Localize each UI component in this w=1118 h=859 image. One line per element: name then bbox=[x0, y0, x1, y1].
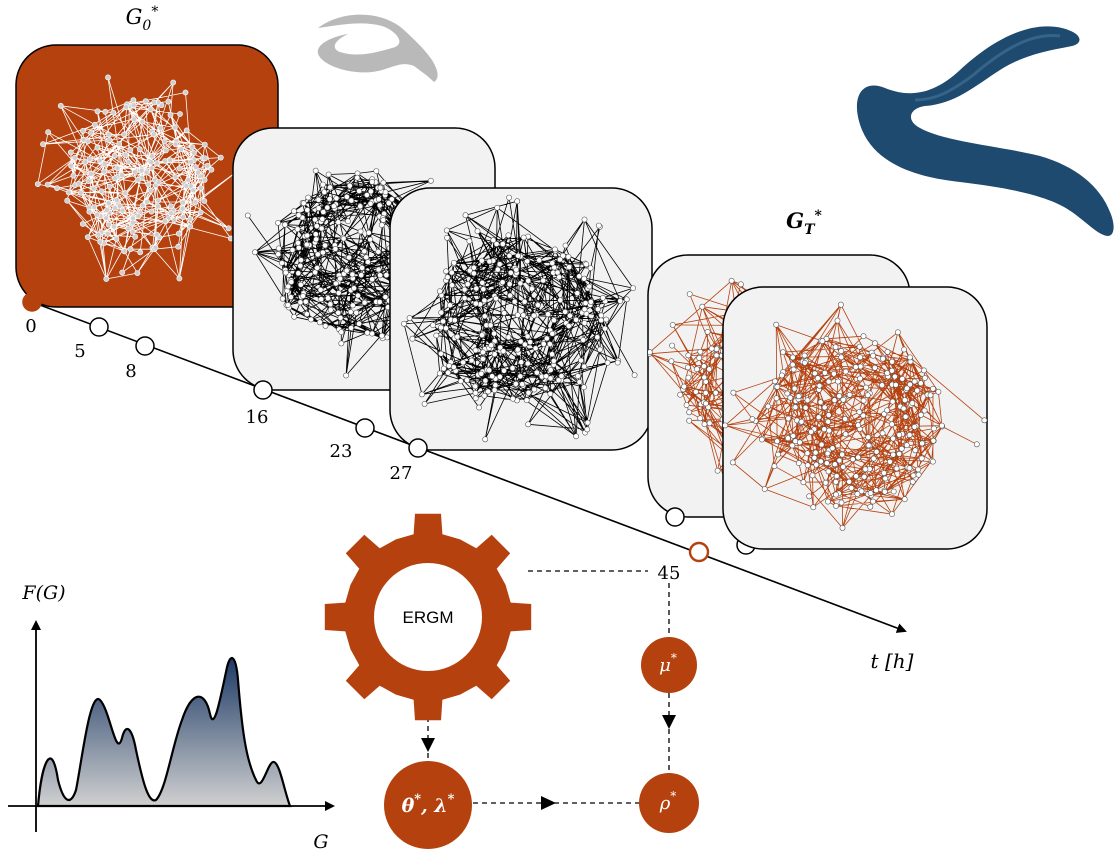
theta-lambda-node: θ*, λ* bbox=[384, 761, 472, 849]
arrow-gear-to-theta bbox=[421, 738, 435, 752]
distribution-x-label: G bbox=[313, 831, 328, 853]
time-axis-label: t [h] bbox=[871, 649, 914, 673]
timeline-point-label: 5 bbox=[74, 341, 85, 362]
timeline-point bbox=[22, 292, 42, 312]
timeline-point bbox=[135, 336, 155, 356]
network-nodes bbox=[34, 74, 245, 282]
timeline-point bbox=[688, 541, 710, 563]
timeline-point-label: 45 bbox=[658, 563, 681, 584]
ergm-gear-icon bbox=[324, 513, 532, 721]
timeline-point-label: 16 bbox=[246, 407, 269, 428]
initial-graph-label: G0* bbox=[126, 4, 159, 34]
timeline-point-label: 8 bbox=[125, 361, 136, 382]
timeline-point bbox=[253, 380, 273, 400]
graph-panel-0 bbox=[15, 44, 279, 308]
timeline-point bbox=[408, 438, 428, 458]
network-nodes bbox=[401, 194, 638, 443]
arrow-theta-to-rho bbox=[541, 796, 556, 810]
ergm-label: ERGM bbox=[403, 608, 454, 627]
distribution-curve bbox=[36, 657, 292, 808]
final-graph-label: GT* bbox=[786, 208, 822, 238]
rho-node: ρ* bbox=[639, 773, 699, 833]
timeline-point-extra-a bbox=[665, 507, 685, 527]
arrow-mu-to-rho bbox=[662, 715, 676, 729]
timeline-point-label: 0 bbox=[25, 316, 36, 337]
timeline-point-label: 27 bbox=[390, 463, 413, 484]
graph-panel-final bbox=[722, 286, 988, 550]
distribution-y-label: F(G) bbox=[21, 582, 65, 604]
mu-node: μ* bbox=[641, 637, 697, 693]
worm-small-icon bbox=[317, 14, 438, 82]
worm-large-icon bbox=[856, 26, 1114, 236]
svg-text:θ*, λ*: θ*, λ* bbox=[402, 792, 455, 817]
distribution-plot: F(G) G bbox=[8, 582, 335, 853]
timeline-point-label: 23 bbox=[330, 441, 353, 462]
time-axis bbox=[31, 301, 907, 633]
network-nodes bbox=[723, 301, 987, 531]
timeline-point bbox=[89, 317, 109, 337]
timeline-point bbox=[355, 418, 375, 438]
graph-panel-27 bbox=[389, 187, 653, 451]
